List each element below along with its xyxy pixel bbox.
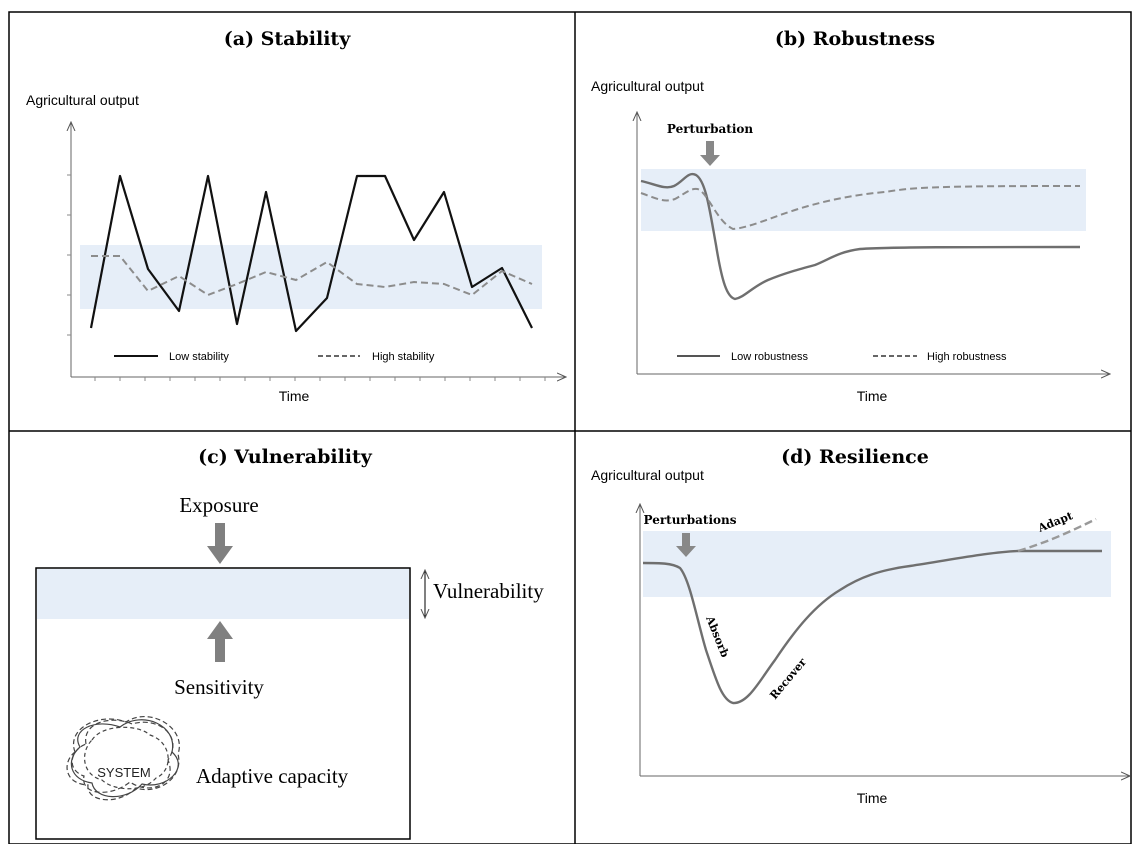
panel-d-resilience: (d) Resilience Agricultural output Time …	[591, 446, 1130, 806]
panel-a-x-ticks	[94, 377, 546, 381]
panel-b-perturbation-arrow	[700, 141, 720, 166]
panel-c-vulnerability-label: Vulnerability	[433, 579, 544, 603]
system-label: SYSTEM	[97, 765, 150, 780]
panel-c-exposure-label: Exposure	[179, 493, 258, 517]
panel-a-low-stability-line	[89, 174, 533, 333]
panel-b-robustness: (b) Robustness Agricultural output Time …	[591, 28, 1110, 404]
panel-b-robustness-band	[641, 169, 1086, 231]
panel-c-adaptive-capacity-label: Adaptive capacity	[196, 764, 349, 788]
exposure-down-arrow	[207, 523, 233, 564]
system-box	[35, 567, 411, 840]
panel-b-ylabel: Agricultural output	[591, 78, 704, 94]
panel-a-y-ticks	[67, 174, 71, 336]
panel-a-xlabel: Time	[279, 388, 310, 404]
panel-d-adapt-line	[1017, 517, 1097, 553]
panel-b-high-robustness-line	[640, 185, 1081, 231]
panel-d-perturbations-label: Perturbations	[644, 513, 737, 527]
panel-d-xlabel: Time	[857, 790, 888, 806]
panel-b-legend-high: High robustness	[927, 351, 1007, 363]
panel-d-title: (d) Resilience	[781, 446, 929, 468]
panel-d-ylabel: Agricultural output	[591, 467, 704, 483]
panel-a-ylabel: Agricultural output	[26, 92, 139, 108]
sensitivity-up-arrow	[207, 621, 233, 662]
panel-a-stability-band	[80, 245, 542, 309]
panel-b-perturbation-label: Perturbation	[667, 122, 754, 136]
vulnerability-band	[37, 569, 409, 619]
system-blob	[66, 716, 180, 801]
figure-frame	[8, 11, 1132, 844]
panel-d-resilience-curve	[642, 549, 1102, 705]
panel-a-legend-low: Low stability	[169, 351, 229, 363]
panel-b-xlabel: Time	[857, 388, 888, 404]
panel-a-stability: (a) Stability Agricultural output Time L…	[26, 28, 566, 404]
panel-c-vulnerability: (c) Vulnerability Exposure Sensitivity V…	[35, 446, 544, 840]
panel-a-high-stability-line	[91, 255, 533, 297]
panel-b-title: (b) Robustness	[775, 28, 935, 50]
panel-a-title: (a) Stability	[224, 28, 351, 50]
panel-c-sensitivity-label: Sensitivity	[174, 675, 264, 699]
panel-a-legend-high: High stability	[372, 351, 435, 363]
panel-b-low-robustness-line	[640, 172, 1081, 301]
panel-c-title: (c) Vulnerability	[198, 446, 373, 468]
panel-d-perturbation-arrow	[676, 533, 696, 557]
panel-b-legend-low: Low robustness	[731, 351, 809, 363]
panel-d-resilience-band	[643, 531, 1111, 597]
